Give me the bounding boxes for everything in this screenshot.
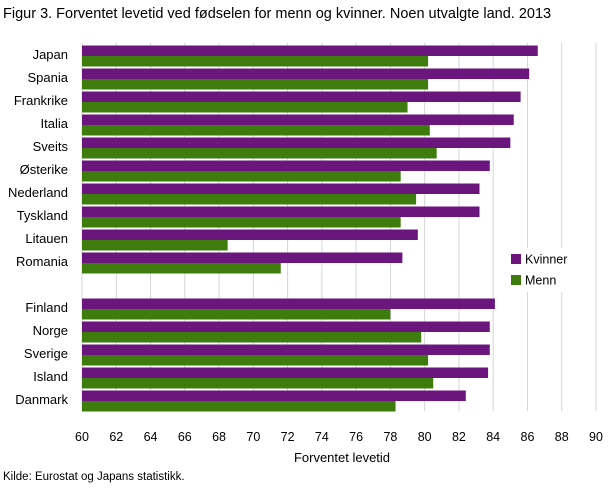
category-label: Norge [33,323,68,338]
category-label: Tyskland [17,208,68,223]
bar-menn [82,148,437,159]
category-label: Nederland [8,185,68,200]
bar-menn [82,263,281,274]
x-tick-labels: 60 62 64 66 68 70 72 74 76 78 80 82 84 86 88 90 [75,430,603,444]
x-tick-label: 70 [246,430,260,444]
bar-kvinner [82,206,480,217]
bar-kvinner [82,367,489,378]
x-tick-label: 60 [75,430,89,444]
legend: Kvinner Menn [500,248,578,292]
bar-kvinner [82,321,490,332]
bar-menn [82,56,429,67]
bar-kvinner [82,252,403,263]
bar-menn [82,125,430,136]
category-label: Danmark [15,392,68,407]
bar-menn [82,217,401,228]
bar-kvinner [82,114,514,125]
bar-kvinner [82,298,495,309]
legend-swatch [511,254,521,264]
bar-kvinner [82,91,521,102]
source-note: Kilde: Eurostat og Japans statistikk. [3,471,185,483]
x-tick-label: 68 [212,430,226,444]
bar-menn [82,355,429,366]
x-tick-label: 86 [521,430,535,444]
bar-kvinner [82,344,490,355]
x-tick-label: 62 [109,430,123,444]
category-label: Finland [25,300,68,315]
bar-kvinner [82,45,538,56]
bar-kvinner [82,229,418,240]
legend-swatch [511,275,521,285]
bar-menn [82,171,401,182]
bar-menn [82,240,228,251]
category-label: Litauen [25,231,68,246]
legend-label: Menn [525,274,556,288]
bar-marks [82,45,538,412]
category-label: Frankrike [14,93,68,108]
chart-title: Figur 3. Forventet levetid ved fødselen … [3,6,552,22]
category-label: Østerike [20,162,68,177]
bar-kvinner [82,160,490,171]
bar-kvinner [82,68,530,79]
bar-menn [82,378,434,389]
x-tick-label: 76 [349,430,363,444]
x-tick-label: 84 [486,430,500,444]
category-label: Japan [33,47,68,62]
x-tick-label: 78 [383,430,397,444]
x-tick-label: 88 [555,430,569,444]
bar-kvinner [82,390,466,401]
category-label: Sveits [33,139,69,154]
category-label: Island [33,369,68,384]
bar-menn [82,194,417,205]
category-labels: Japan Spania Frankrike Italia Sveits Østerike… [8,47,69,407]
bar-menn [82,309,391,320]
x-axis-label: Forventet levetid [294,450,390,465]
bar-menn [82,401,396,412]
x-tick-label: 90 [589,430,603,444]
category-label: Romania [16,254,69,269]
x-tick-label: 82 [452,430,466,444]
bar-menn [82,102,408,113]
x-tick-label: 66 [178,430,192,444]
category-label: Sverige [24,346,68,361]
bar-menn [82,332,422,343]
category-label: Italia [41,116,69,131]
category-label: Spania [28,70,69,85]
legend-label: Kvinner [525,253,567,267]
bar-kvinner [82,137,511,148]
bar-menn [82,79,429,90]
bar-kvinner [82,183,480,194]
x-tick-label: 72 [281,430,295,444]
x-tick-label: 74 [315,430,329,444]
x-tick-label: 80 [418,430,432,444]
x-tick-label: 64 [144,430,158,444]
